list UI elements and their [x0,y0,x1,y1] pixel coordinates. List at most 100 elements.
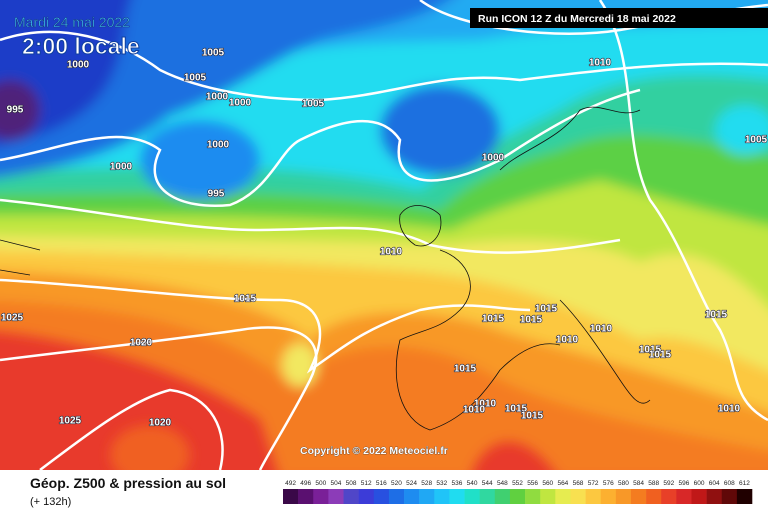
isobar-label: 1000 [206,92,229,103]
scale-swatch [525,489,541,504]
scale-swatch [373,489,390,504]
isobar-label: 1000 [482,153,505,164]
isobar-label: 1010 [474,399,497,410]
isobar-label: 1015 [482,314,505,325]
scale-swatch [661,489,677,504]
scale-swatch [570,489,586,504]
scale-swatch [540,489,556,504]
scale-label: 580 [618,480,629,487]
isobar-label: 1015 [639,345,662,356]
isobar-label: 1005 [745,135,768,146]
isobar-label: 1020 [149,418,172,429]
scale-label: 556 [527,480,538,487]
scale-swatch [600,489,617,504]
legend-subtitle: (+ 132h) [30,496,71,508]
scale-label: 576 [603,480,614,487]
scale-label: 504 [331,480,342,487]
scale-swatch [691,489,707,504]
scale-label: 552 [512,480,523,487]
scale-label: 588 [648,480,659,487]
scale-label: 520 [391,480,402,487]
isobar-label: 1015 [520,315,543,326]
isobar-label: 1025 [1,313,24,324]
isobar-label: 1010 [556,335,579,346]
isobar-label: 1015 [649,350,672,361]
scale-label: 536 [452,480,463,487]
isobar-label: 1015 [505,404,528,415]
scale-label: 596 [678,480,689,487]
scale-label: 592 [663,480,674,487]
isobar-label: 1000 [67,60,90,71]
scale-swatch [736,489,753,504]
scale-swatch [706,489,723,504]
scale-label: 584 [633,480,644,487]
isobar-label: 995 [208,189,225,200]
scale-swatch [464,489,480,504]
scale-label: 560 [542,480,553,487]
run-box [470,8,768,28]
isobar-label: 1015 [454,364,477,375]
isobar-label: 1005 [202,48,225,59]
scale-label: 524 [406,480,417,487]
scale-label: 612 [739,480,750,487]
isobar-label: 1010 [463,405,486,416]
legend-title: Géop. Z500 & pression au sol [30,475,226,491]
isobar-label: 1010 [380,247,403,258]
isobar-label: 1015 [521,411,544,422]
isobar-label: 1015 [234,294,257,305]
scale-swatch [358,489,375,504]
scale-swatch [479,489,496,504]
scale-swatch [434,489,450,504]
copyright: Copyright © 2022 Meteociel.fr [300,445,448,457]
isobar-label: 995 [7,105,24,116]
scale-label: 528 [421,480,432,487]
scale-label: 508 [346,480,357,487]
scale-swatch [449,489,465,504]
isobar-label: 1025 [59,416,82,427]
isobar-label: 1010 [590,324,613,335]
scale-swatch [494,489,511,504]
isobar-label: 1000 [110,162,133,173]
isobar-label: 1005 [302,99,325,110]
scale-label: 512 [361,480,372,487]
scale-label: 544 [482,480,493,487]
isobars [0,0,768,470]
scale-label: 548 [497,480,508,487]
scale-swatch [283,489,299,504]
scale-swatch [630,489,647,504]
isobar-label: 1015 [535,304,558,315]
coastlines [0,106,651,431]
scale-swatch [419,489,435,504]
forecast-time: 2:00 locale [22,33,140,59]
scale-label: 564 [557,480,568,487]
scale-swatch [509,489,526,504]
scale-swatch [721,489,738,504]
scale-swatch [676,489,692,504]
scale-label: 540 [467,480,478,487]
scale-label: 500 [315,480,326,487]
run-info: Run ICON 12 Z du Mercredi 18 mai 2022 [478,13,676,25]
isobar-label: 1005 [184,73,207,84]
scale-label: 496 [300,480,311,487]
scale-swatch [555,489,571,504]
scale-swatch [388,489,405,504]
scale-label: 608 [724,480,735,487]
scale-swatch [313,489,329,504]
isobar-label: 1020 [130,338,153,349]
scale-label: 600 [694,480,705,487]
forecast-date: Mardi 24 mai 2022 [14,14,130,30]
isobar-label: 1000 [229,98,252,109]
scale-swatch [404,489,420,504]
scale-swatch [585,489,602,504]
scale-swatch [615,489,632,504]
scale-swatch [298,489,314,504]
scale-label: 604 [709,480,720,487]
isobar-label: 1010 [589,58,612,69]
isobar-label: 1010 [718,404,741,415]
scale-label: 492 [285,480,296,487]
scale-label: 572 [588,480,599,487]
scale-swatch [646,489,662,504]
scale-swatch [343,489,359,504]
isobar-label: 1015 [705,310,728,321]
field [0,0,768,470]
